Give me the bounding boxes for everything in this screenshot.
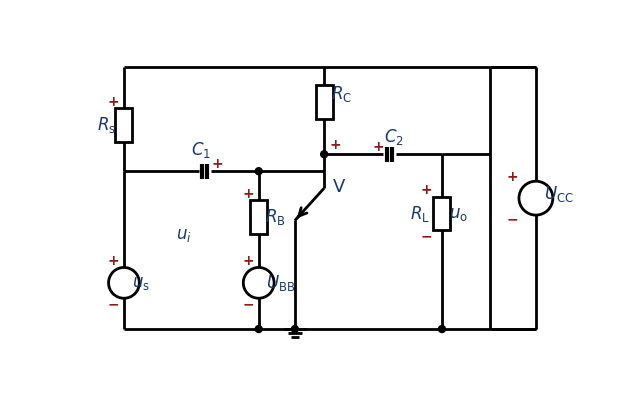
Text: +: + — [242, 254, 253, 268]
Text: $R_\mathrm{B}$: $R_\mathrm{B}$ — [266, 207, 286, 227]
Text: $R_\mathrm{L}$: $R_\mathrm{L}$ — [410, 204, 430, 224]
Bar — [115, 108, 132, 142]
Text: $u_i$: $u_i$ — [176, 226, 191, 244]
Circle shape — [255, 168, 262, 175]
Text: $U_\mathrm{BB}$: $U_\mathrm{BB}$ — [266, 273, 295, 293]
Text: +: + — [507, 170, 518, 184]
Text: $R_\mathrm{s}$: $R_\mathrm{s}$ — [97, 115, 116, 135]
Text: +: + — [108, 254, 119, 268]
Text: $\mathrm{V}$: $\mathrm{V}$ — [332, 178, 347, 196]
Bar — [316, 85, 333, 119]
Text: +: + — [329, 138, 340, 152]
Text: $C_2$: $C_2$ — [383, 127, 403, 147]
Text: $u_\mathrm{o}$: $u_\mathrm{o}$ — [449, 204, 468, 222]
Text: −: − — [242, 298, 253, 312]
Text: $U_\mathrm{CC}$: $U_\mathrm{CC}$ — [544, 184, 574, 204]
Text: $u_\mathrm{s}$: $u_\mathrm{s}$ — [132, 274, 150, 292]
Text: +: + — [242, 187, 253, 201]
Text: −: − — [420, 230, 433, 244]
Text: −: − — [507, 213, 518, 227]
Text: +: + — [211, 156, 223, 170]
Bar — [433, 197, 451, 230]
Circle shape — [291, 326, 298, 332]
Bar — [250, 200, 267, 234]
Circle shape — [321, 151, 328, 158]
Text: +: + — [420, 184, 433, 198]
Text: +: + — [372, 140, 384, 154]
Text: $C_1$: $C_1$ — [191, 140, 211, 160]
Circle shape — [255, 326, 262, 332]
Text: $R_\mathrm{C}$: $R_\mathrm{C}$ — [331, 84, 351, 104]
Circle shape — [438, 326, 445, 332]
Text: −: − — [108, 298, 119, 312]
Text: +: + — [108, 95, 119, 109]
